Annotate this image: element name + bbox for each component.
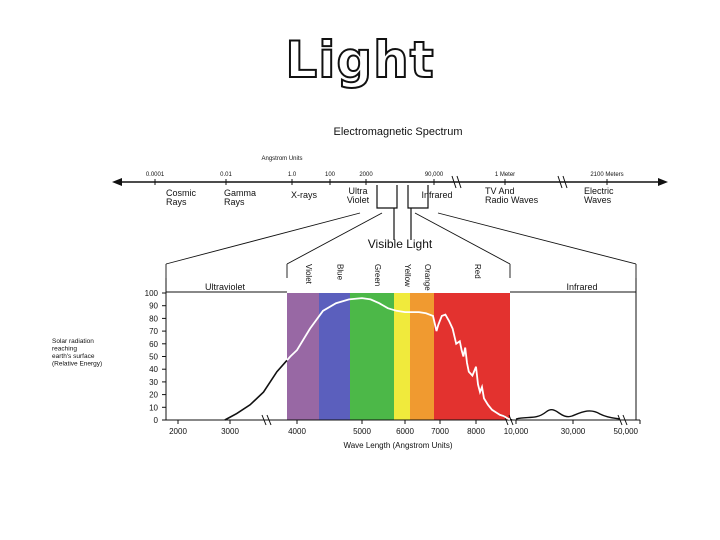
- scale-value: 90,000: [425, 172, 444, 178]
- x-tick-label: 3000: [221, 427, 239, 436]
- curve-ultraviolet-segment: [224, 359, 288, 421]
- region-label: Infrared: [421, 190, 452, 200]
- zoom-guides: [165, 212, 637, 278]
- scale-value: 0.0001: [146, 172, 165, 178]
- x-tick-label: 4000: [288, 427, 306, 436]
- color-band-green: [350, 293, 394, 420]
- curve-visible-segment: [286, 297, 511, 421]
- color-band-label: Red: [473, 264, 482, 279]
- color-band-label: Orange: [423, 264, 432, 291]
- y-tick-label: 70: [149, 327, 158, 336]
- region-label: X-rays: [291, 190, 318, 200]
- region-label: Cosmic Rays: [166, 188, 197, 207]
- spectrum-region-labels: Cosmic Rays Gamma Rays X-rays Ultra Violet Infr…: [166, 186, 614, 207]
- region-label: Gamma Rays: [224, 188, 256, 207]
- scale-value: 0.01: [220, 172, 232, 178]
- color-band-yellow: [394, 293, 410, 420]
- x-tick-label: 5000: [353, 427, 371, 436]
- y-axis-ticks: 0 10 20 30 40 50 60 70 80 90 100: [145, 289, 166, 425]
- scale-value: 1 Meter: [495, 172, 515, 178]
- color-band-label: Green: [373, 264, 382, 286]
- ultraviolet-label: Ultraviolet: [205, 282, 246, 292]
- color-band-blue: [319, 293, 350, 420]
- color-band-label: Yellow: [403, 264, 412, 287]
- x-tick-label: 2000: [169, 427, 187, 436]
- spectrum-axis: [112, 175, 668, 189]
- y-tick-label: 80: [149, 314, 158, 323]
- scale-value: 1.0: [288, 172, 297, 178]
- y-tick-label: 20: [149, 391, 158, 400]
- infrared-label: Infrared: [566, 282, 597, 292]
- scale-value: 2000: [359, 172, 373, 178]
- spectrum-title: Electromagnetic Spectrum: [334, 126, 463, 138]
- y-axis-label: Solar radiation reaching earth's surface (R…: [52, 338, 102, 368]
- x-tick-label: 10,000: [504, 427, 529, 436]
- color-band-label: Violet: [304, 264, 313, 285]
- scale-value: 100: [325, 172, 336, 178]
- y-tick-label: 30: [149, 378, 158, 387]
- region-label: TV And Radio Waves: [485, 186, 539, 205]
- y-tick-label: 40: [149, 365, 158, 374]
- x-tick-label: 30,000: [561, 427, 586, 436]
- region-label: Ultra Violet: [347, 186, 370, 205]
- x-tick-label: 50,000: [614, 427, 639, 436]
- radiation-curve: [224, 297, 621, 421]
- plot-frame: [162, 278, 640, 421]
- x-tick-label: 6000: [396, 427, 414, 436]
- x-tick-label: 8000: [467, 427, 485, 436]
- y-axis-label-text: Solar radiation reaching earth's surface (R…: [52, 338, 102, 368]
- y-tick-label: 60: [149, 340, 158, 349]
- color-bands: [287, 293, 510, 420]
- color-band-red: [434, 293, 510, 420]
- y-tick-label: 0: [154, 416, 159, 425]
- color-band-violet: [287, 293, 319, 420]
- y-tick-label: 90: [149, 302, 158, 311]
- visible-light-label: Visible Light: [368, 237, 433, 251]
- angstrom-units-label: Angstrom Units: [261, 156, 302, 162]
- scale-value: 2100 Meters: [590, 172, 623, 178]
- spectrum-scale-values: 0.0001 0.01 1.0 100 2000 90,000 1 Meter 2100 Me…: [146, 172, 624, 178]
- y-tick-label: 10: [149, 403, 158, 412]
- x-axis-ticks: 2000 3000 4000 5000 6000 7000 8000 10,000 30,000…: [169, 420, 641, 436]
- y-tick-label: 50: [149, 353, 158, 362]
- region-label: Electric Waves: [584, 186, 614, 205]
- x-axis-label: Wave Length (Angstrom Units): [343, 441, 452, 450]
- color-band-names: Violet Blue Green Yellow Orange Red: [304, 264, 482, 291]
- curve-infrared-segment: [509, 418, 513, 421]
- curve-longwave-tail: [515, 409, 621, 420]
- x-axis-breaks: [261, 414, 628, 426]
- x-tick-label: 7000: [431, 427, 449, 436]
- y-tick-label: 100: [145, 289, 159, 298]
- color-band-label: Blue: [336, 264, 345, 281]
- slide-title: Light: [284, 30, 435, 90]
- visible-light-bracket: [376, 185, 429, 240]
